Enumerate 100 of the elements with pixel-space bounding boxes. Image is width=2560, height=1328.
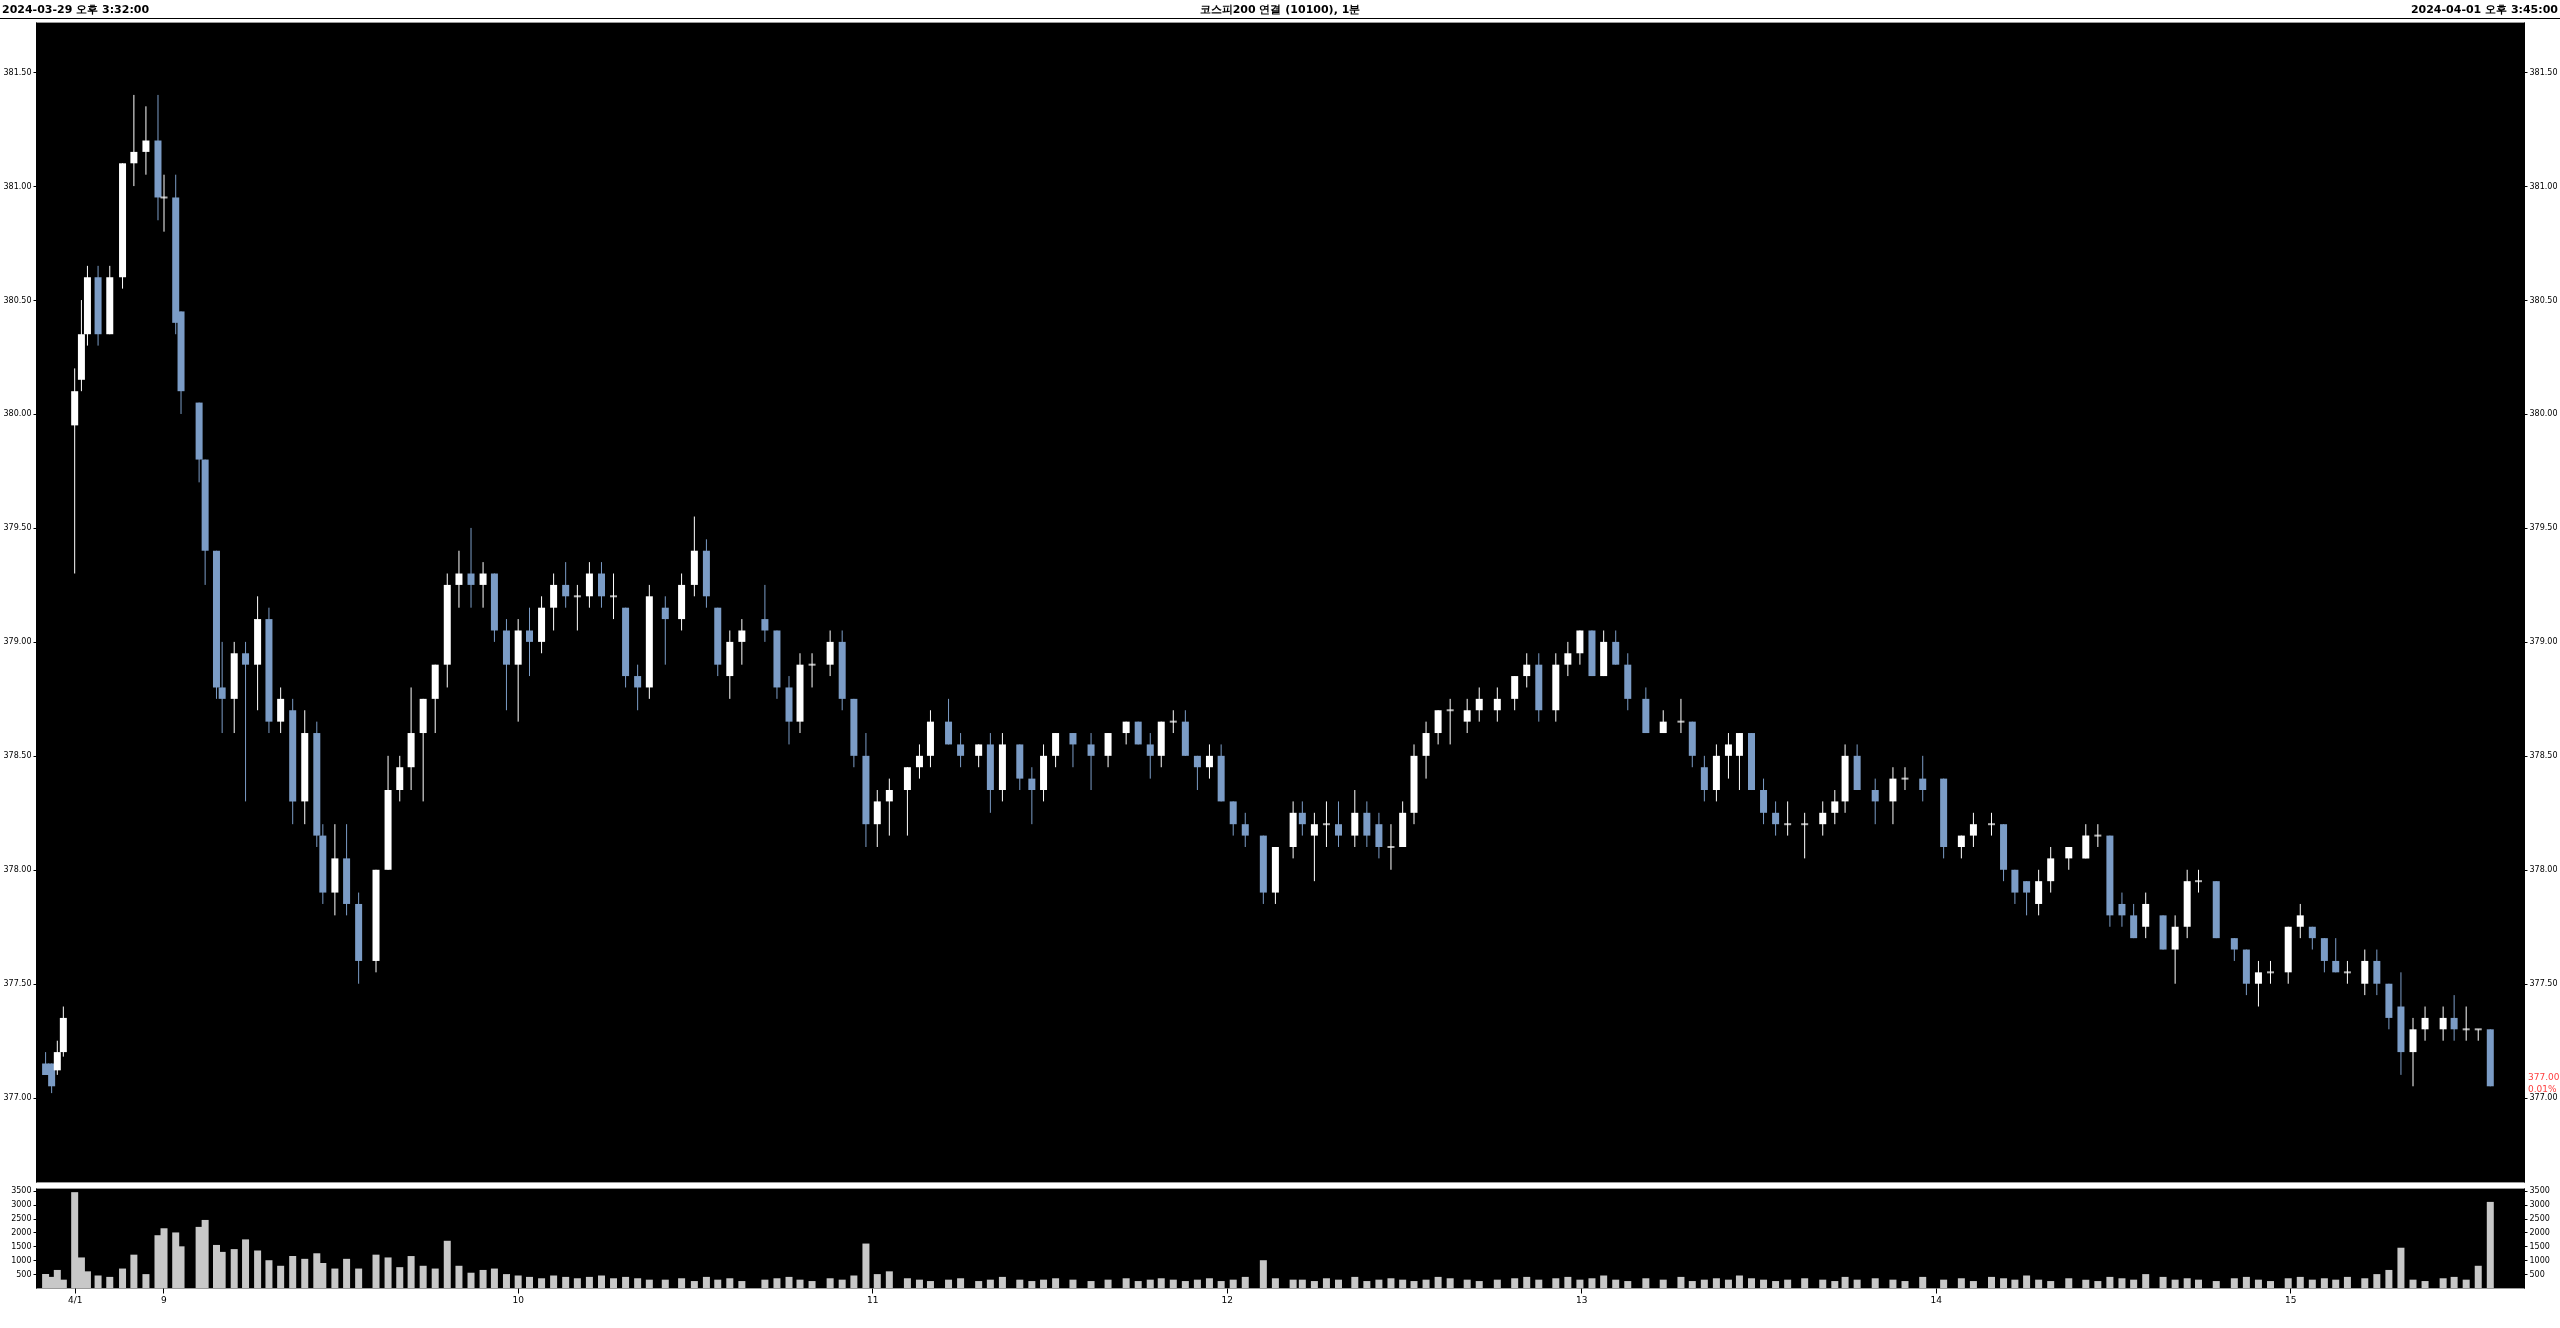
bar bbox=[1853, 1279, 1861, 1288]
candlestick bbox=[160, 174, 168, 233]
candlestick bbox=[455, 550, 463, 609]
y2-tick-label: 377.50 bbox=[2529, 979, 2558, 989]
candlestick bbox=[2230, 937, 2238, 962]
bar bbox=[2142, 1274, 2150, 1288]
bar bbox=[1772, 1281, 1780, 1288]
bar bbox=[1493, 1279, 1501, 1288]
bar bbox=[1434, 1276, 1442, 1288]
candlestick bbox=[597, 561, 605, 609]
candlestick bbox=[2035, 869, 2043, 916]
bar bbox=[106, 1276, 114, 1288]
bar bbox=[1040, 1279, 1048, 1288]
bar bbox=[1241, 1276, 1249, 1288]
bar bbox=[2486, 1201, 2494, 1288]
bar bbox=[1146, 1279, 1154, 1288]
text: 2024-04-01 오후 3:45:00 bbox=[2410, 1, 2558, 17]
candlestick bbox=[2118, 892, 2126, 928]
bar bbox=[2035, 1279, 2043, 1288]
bar bbox=[467, 1272, 475, 1288]
candlestick bbox=[975, 743, 983, 768]
candlestick bbox=[2171, 914, 2179, 985]
bar bbox=[1259, 1260, 1267, 1288]
bar bbox=[277, 1265, 285, 1288]
candlestick bbox=[2450, 994, 2458, 1042]
y2-tick-label: 500 bbox=[2529, 1269, 2545, 1279]
bar bbox=[1819, 1279, 1827, 1288]
bar bbox=[1659, 1279, 1667, 1288]
bar bbox=[2284, 1278, 2292, 1288]
candlestick bbox=[396, 755, 404, 802]
bar bbox=[1831, 1281, 1839, 1288]
bar bbox=[945, 1279, 953, 1288]
y-tick-label: 1500 bbox=[11, 1241, 32, 1251]
bar bbox=[1624, 1281, 1632, 1288]
bar bbox=[2343, 1276, 2351, 1288]
bar bbox=[2439, 1278, 2447, 1288]
bar bbox=[1446, 1278, 1454, 1288]
bar bbox=[343, 1258, 351, 1288]
y-tick-label: 2500 bbox=[11, 1214, 32, 1224]
bar bbox=[538, 1278, 546, 1288]
bar bbox=[2230, 1278, 2238, 1288]
candlestick bbox=[1493, 686, 1501, 723]
bar bbox=[1229, 1279, 1237, 1288]
candlestick bbox=[2094, 823, 2102, 848]
bar bbox=[1564, 1276, 1572, 1288]
candlestick bbox=[1677, 698, 1685, 734]
x-tick-label: 9 bbox=[160, 1294, 167, 1305]
bar bbox=[1422, 1279, 1430, 1288]
candlestick bbox=[1612, 629, 1620, 666]
bar bbox=[2320, 1278, 2328, 1288]
y-tick-label: 380.00 bbox=[3, 409, 32, 419]
bar bbox=[2332, 1279, 2340, 1288]
y-tick-label: 379.00 bbox=[3, 637, 32, 647]
bar bbox=[2409, 1279, 2417, 1288]
candlestick bbox=[2439, 1006, 2447, 1042]
bar bbox=[94, 1275, 102, 1288]
candlestick bbox=[2409, 1017, 2417, 1087]
bar bbox=[1399, 1279, 1407, 1288]
candlestick bbox=[1169, 709, 1177, 734]
candlestick bbox=[573, 584, 581, 631]
bar bbox=[384, 1257, 392, 1288]
candlestick bbox=[873, 789, 881, 848]
candlestick bbox=[1735, 732, 1743, 791]
bar bbox=[2130, 1279, 2138, 1288]
y2-tick-label: 3500 bbox=[2529, 1186, 2550, 1196]
bar bbox=[903, 1278, 911, 1288]
bar bbox=[1841, 1276, 1849, 1288]
candlestick bbox=[2343, 960, 2351, 985]
bar bbox=[2159, 1276, 2167, 1288]
bar bbox=[119, 1268, 127, 1288]
bar bbox=[407, 1256, 415, 1288]
bar bbox=[926, 1281, 934, 1288]
bar bbox=[242, 1239, 250, 1288]
y-tick-label: 381.50 bbox=[3, 67, 32, 77]
candlestick bbox=[1193, 755, 1201, 791]
bar bbox=[396, 1267, 404, 1288]
y-tick-label: 1000 bbox=[11, 1255, 32, 1265]
y2-tick-label: 380.50 bbox=[2529, 295, 2558, 305]
bar bbox=[331, 1268, 339, 1288]
bar bbox=[2385, 1269, 2393, 1288]
y-tick-label: 378.50 bbox=[3, 751, 32, 761]
bar bbox=[550, 1275, 558, 1288]
bar bbox=[678, 1278, 686, 1288]
bar bbox=[2373, 1274, 2381, 1288]
x-tick-label: 11 bbox=[867, 1294, 879, 1305]
bar bbox=[1475, 1281, 1483, 1288]
bar bbox=[1642, 1278, 1650, 1288]
bar bbox=[372, 1254, 380, 1288]
bar bbox=[1969, 1281, 1977, 1288]
bar bbox=[573, 1278, 581, 1288]
bar bbox=[2296, 1276, 2304, 1288]
text: 377.00 bbox=[2528, 1072, 2560, 1082]
candlestick bbox=[1772, 800, 1780, 837]
candlestick bbox=[1069, 732, 1077, 768]
bar bbox=[265, 1260, 273, 1288]
candlestick bbox=[957, 732, 965, 768]
candlestick bbox=[1700, 755, 1708, 802]
candlestick bbox=[1819, 800, 1827, 837]
chart-title: 코스피200 연결 (10100), 1분 bbox=[1199, 1, 1361, 17]
candlestick bbox=[2332, 937, 2340, 973]
